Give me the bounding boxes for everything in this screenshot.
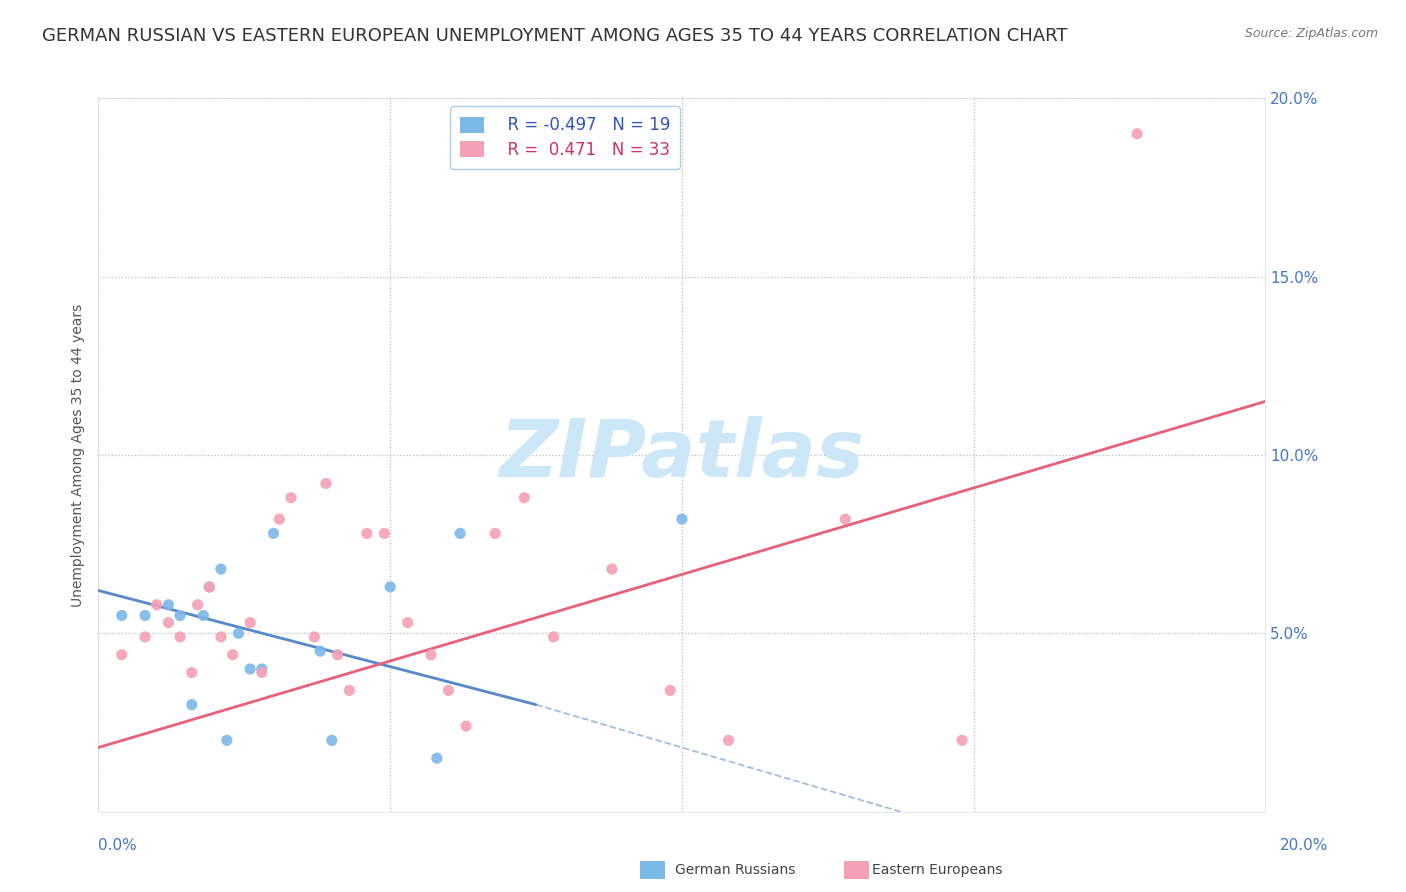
Text: Source: ZipAtlas.com: Source: ZipAtlas.com xyxy=(1244,27,1378,40)
Point xyxy=(215,733,238,747)
Text: 0.0%: 0.0% xyxy=(98,838,138,854)
Point xyxy=(449,526,471,541)
Point xyxy=(396,615,419,630)
Point xyxy=(356,526,378,541)
Text: 20.0%: 20.0% xyxy=(1279,838,1327,854)
Point xyxy=(180,665,202,680)
Point xyxy=(198,580,221,594)
Point xyxy=(146,598,169,612)
Point xyxy=(187,598,209,612)
Point xyxy=(600,562,623,576)
Point xyxy=(717,733,740,747)
Point xyxy=(337,683,360,698)
Point xyxy=(209,630,232,644)
Point xyxy=(250,665,273,680)
Point xyxy=(134,630,156,644)
Point xyxy=(269,512,291,526)
Point xyxy=(420,648,443,662)
Point xyxy=(543,630,565,644)
Point xyxy=(157,615,180,630)
Point xyxy=(378,580,402,594)
Point xyxy=(304,630,326,644)
Point xyxy=(198,580,221,594)
Point xyxy=(834,512,856,526)
Point xyxy=(321,733,343,747)
Point xyxy=(111,608,134,623)
Point xyxy=(437,683,460,698)
Point xyxy=(228,626,250,640)
Point xyxy=(426,751,449,765)
Point xyxy=(250,662,273,676)
Text: Eastern Europeans: Eastern Europeans xyxy=(872,863,1002,877)
Point xyxy=(221,648,243,662)
Point xyxy=(134,608,156,623)
Point xyxy=(326,648,349,662)
Point xyxy=(239,662,262,676)
Point xyxy=(209,562,232,576)
Point xyxy=(950,733,973,747)
Point xyxy=(111,648,134,662)
Point xyxy=(280,491,302,505)
Text: German Russians: German Russians xyxy=(675,863,796,877)
Point xyxy=(157,598,180,612)
Point xyxy=(309,644,332,658)
Point xyxy=(454,719,477,733)
Point xyxy=(239,615,262,630)
Point xyxy=(484,526,506,541)
Point xyxy=(659,683,682,698)
Legend:   R = -0.497   N = 19,   R =  0.471   N = 33: R = -0.497 N = 19, R = 0.471 N = 33 xyxy=(450,106,681,169)
Point xyxy=(1126,127,1149,141)
Text: GERMAN RUSSIAN VS EASTERN EUROPEAN UNEMPLOYMENT AMONG AGES 35 TO 44 YEARS CORREL: GERMAN RUSSIAN VS EASTERN EUROPEAN UNEMP… xyxy=(42,27,1067,45)
Text: ZIPatlas: ZIPatlas xyxy=(499,416,865,494)
Point xyxy=(169,608,191,623)
Point xyxy=(671,512,693,526)
Y-axis label: Unemployment Among Ages 35 to 44 years: Unemployment Among Ages 35 to 44 years xyxy=(72,303,86,607)
Point xyxy=(315,476,337,491)
Point xyxy=(262,526,284,541)
Point xyxy=(180,698,202,712)
Point xyxy=(169,630,191,644)
Point xyxy=(373,526,395,541)
Point xyxy=(193,608,215,623)
Point xyxy=(513,491,536,505)
